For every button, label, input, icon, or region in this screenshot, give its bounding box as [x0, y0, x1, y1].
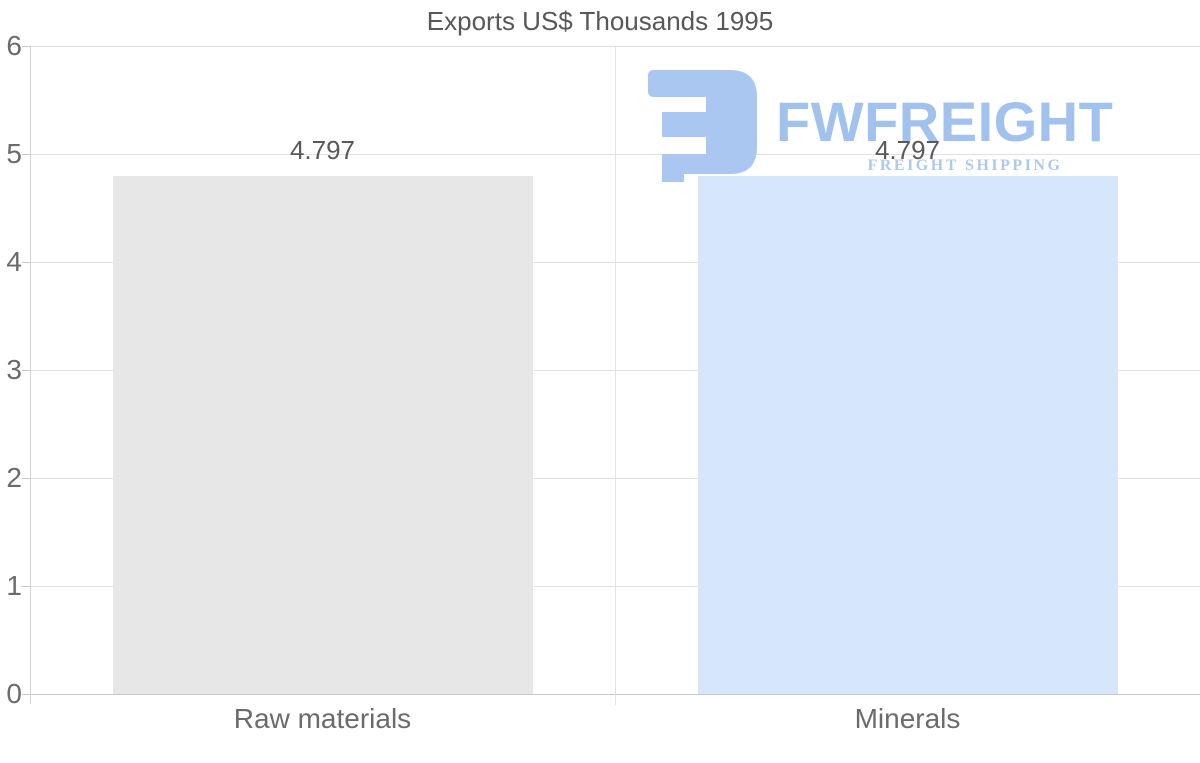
- fwfreight-wordmark-block: FWFREIGHT FREIGHT SHIPPING: [776, 70, 1154, 175]
- bar-value-label: 4.797: [289, 134, 356, 165]
- y-axis-tick-label: 6: [6, 30, 22, 61]
- fwfreight-logo-icon: [648, 70, 757, 182]
- bar-raw-materials: [112, 175, 533, 694]
- bar-value-label: 4.797: [874, 134, 941, 165]
- x-category-label: Raw materials: [233, 703, 412, 734]
- chart-title: Exports US$ Thousands 1995: [426, 6, 774, 36]
- fwfreight-brand-text: FWFREIGHT: [776, 90, 1114, 153]
- category-separator-line: [615, 46, 616, 705]
- y-axis-tick: [22, 369, 30, 371]
- y-axis-tick: [22, 153, 30, 155]
- bar-minerals: [697, 175, 1118, 694]
- y-axis-tick: [22, 693, 30, 695]
- y-axis-tick-label: 2: [6, 462, 22, 493]
- y-axis-tick: [22, 477, 30, 479]
- y-axis-tick-label: 3: [6, 354, 22, 385]
- x-category-label: Minerals: [854, 703, 961, 734]
- y-axis-tick: [22, 261, 30, 263]
- y-axis-tick: [22, 45, 30, 47]
- y-axis-tick-label: 0: [6, 678, 22, 709]
- y-axis-tick: [22, 585, 30, 587]
- y-axis-tick-label: 5: [6, 138, 22, 169]
- y-axis-tick-label: 4: [6, 246, 22, 277]
- fwfreight-watermark: FWFREIGHT FREIGHT SHIPPING: [648, 70, 1154, 182]
- y-axis-line: [30, 46, 31, 704]
- fwfreight-tagline-text: FREIGHT SHIPPING: [867, 157, 1063, 174]
- y-axis-tick-label: 1: [6, 570, 22, 601]
